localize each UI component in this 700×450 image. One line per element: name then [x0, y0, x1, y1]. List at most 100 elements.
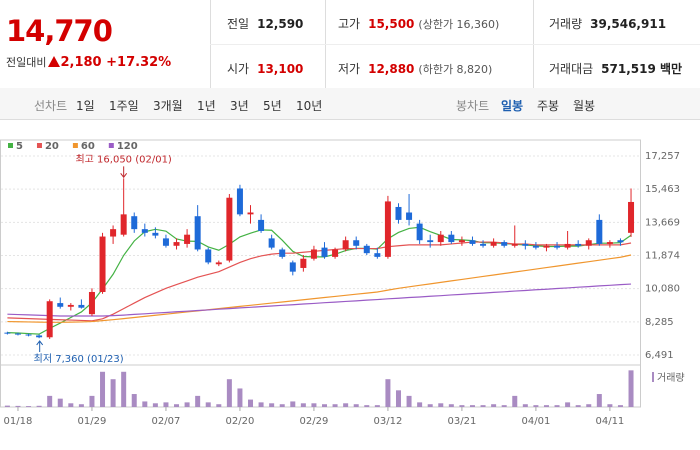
toolbar-label: 선차트	[34, 99, 68, 113]
candle-body	[543, 245, 550, 248]
candle-body	[131, 216, 138, 230]
candle-body	[110, 229, 117, 237]
y-tick-label: 6,491	[645, 350, 674, 361]
period-button[interactable]: 10년	[296, 99, 323, 113]
annotation: 최저 7,360 (01/23)	[34, 353, 124, 365]
volume-bar	[617, 405, 623, 407]
candle-body	[236, 188, 243, 215]
y-tick-label: 15,463	[645, 184, 680, 195]
legend-label: 60	[81, 141, 95, 152]
volume-bar	[279, 404, 285, 407]
stat-value: 39,546,911	[590, 17, 667, 31]
candle-body	[321, 247, 328, 257]
period-button[interactable]: 주봉	[537, 99, 560, 113]
candle-body	[99, 236, 106, 292]
volume-bar	[226, 379, 232, 407]
candle-body	[532, 245, 539, 248]
volume-bar	[395, 390, 401, 407]
volume-bar	[174, 404, 180, 407]
change-pct: +17.32%	[106, 55, 172, 70]
candle-body	[480, 243, 487, 246]
stat-extra: (하한가 8,820)	[418, 63, 493, 76]
volume-bar	[216, 404, 222, 407]
candle-body	[606, 242, 613, 244]
toolbar-label: 봉차트	[456, 99, 490, 113]
volume-bar	[607, 404, 613, 407]
candle-body	[628, 201, 635, 233]
candle-body	[416, 223, 423, 241]
period-button[interactable]: 3년	[230, 99, 249, 113]
candle-body	[564, 243, 571, 248]
volume-bar	[374, 405, 380, 407]
volume-bar	[152, 403, 158, 407]
legend-swatch	[36, 143, 42, 148]
volume-bar	[343, 403, 349, 407]
x-tick-label: 02/20	[226, 416, 255, 427]
candle-body	[342, 240, 349, 250]
stat: 시가 13,100	[227, 60, 303, 77]
volume-bar	[300, 403, 306, 407]
candle-body	[469, 240, 476, 244]
candle-body	[173, 242, 180, 246]
volume-bar	[195, 395, 201, 407]
stat-value: 15,500	[368, 17, 415, 31]
volume-bar	[26, 406, 32, 407]
candle-body	[67, 304, 74, 307]
stat-label: 시가	[227, 62, 250, 76]
quote-header: 14,770 전일대비 2,180 +17.32% 전일 12,590 고가 15,5…	[0, 0, 700, 89]
period-button[interactable]: 1주일	[109, 99, 139, 113]
current-price: 14,770	[6, 14, 113, 48]
candle-body	[554, 245, 561, 248]
stat: 고가 15,500 (상한가 16,360)	[338, 15, 499, 32]
candle-body	[226, 197, 233, 261]
annotation-arrow	[120, 166, 128, 179]
volume-bar	[501, 405, 507, 407]
volume-bar	[311, 403, 317, 407]
candle-body	[25, 334, 32, 336]
volume-bar	[522, 404, 528, 407]
volume-bar	[491, 404, 497, 407]
stat: 저가 12,880 (하한가 8,820)	[338, 60, 492, 77]
volume-bar	[575, 405, 581, 407]
candle-body	[374, 253, 381, 257]
candle-body	[4, 332, 11, 334]
candle-body	[617, 240, 624, 243]
period-button[interactable]: 1년	[197, 99, 216, 113]
candle-body	[585, 240, 592, 246]
volume-bar	[322, 404, 327, 407]
volume-bar	[543, 405, 549, 407]
y-tick-label: 10,080	[645, 284, 680, 295]
y-tick-label: 8,285	[645, 317, 674, 328]
y-tick-label: 17,257	[645, 151, 680, 162]
ma-line	[7, 283, 632, 317]
legend-label: 5	[16, 141, 23, 152]
period-button[interactable]: 1일	[76, 99, 95, 113]
annotation-arrow	[36, 340, 44, 352]
volume-bar	[364, 405, 370, 407]
volume-bar	[596, 394, 602, 407]
period-button[interactable]: 3개월	[153, 99, 183, 113]
candle-body	[152, 232, 159, 236]
candle-body	[511, 243, 518, 246]
stat-value: 12,590	[257, 17, 304, 31]
y-tick-label: 11,874	[645, 251, 680, 262]
period-button[interactable]: 월봉	[573, 99, 596, 113]
volume-bar	[332, 404, 338, 407]
candle-body	[36, 335, 43, 338]
stat: 전일 12,590	[227, 15, 303, 32]
candle-body	[46, 301, 53, 338]
candle-body	[575, 243, 582, 246]
volume-label: 거래량	[657, 372, 685, 384]
period-button[interactable]: 일봉	[501, 99, 524, 113]
period-button[interactable]: 5년	[263, 99, 282, 113]
x-tick-label: 03/21	[447, 416, 476, 427]
candle-body	[184, 234, 191, 244]
up-icon	[48, 56, 61, 67]
candle-body	[596, 219, 603, 244]
legend-label: 120	[117, 141, 138, 152]
volume-bar	[248, 399, 254, 407]
x-tick-label: 04/01	[521, 416, 550, 427]
volume-bar	[417, 402, 423, 407]
volume-bar	[554, 405, 560, 407]
change-value: 2,180	[60, 55, 102, 70]
